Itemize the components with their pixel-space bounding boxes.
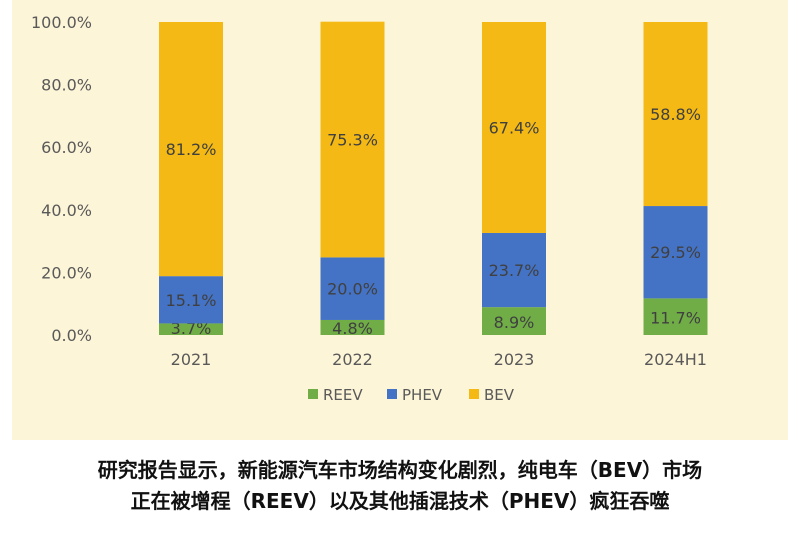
- legend-label-phev: PHEV: [402, 386, 443, 404]
- legend-swatch-reev: [308, 389, 318, 399]
- legend-label-bev: BEV: [484, 386, 515, 404]
- y-tick-label: 20.0%: [41, 263, 92, 282]
- data-label-bev-2023: 67.4%: [489, 118, 540, 137]
- bar-segment-phev-2024h1: [643, 206, 708, 299]
- bar-segment-reev-2023: [482, 307, 546, 335]
- data-label-reev-2024h1: 11.7%: [650, 309, 701, 328]
- legend: REEV PHEV BEV: [308, 386, 515, 404]
- bar-segment-phev-2021: [159, 276, 223, 324]
- stacked-bar-chart: 0.0% 20.0% 40.0% 60.0% 80.0% 100.0% 3.7% 15.1%…: [31, 13, 708, 404]
- x-tick-label: 2023: [494, 350, 535, 369]
- x-tick-label: 2022: [332, 350, 373, 369]
- x-tick-label: 2021: [171, 350, 212, 369]
- data-label-bev-2022: 75.3%: [327, 131, 378, 150]
- legend-swatch-bev: [469, 389, 479, 399]
- bar-segment-bev-2023: [482, 22, 546, 233]
- y-tick-label: 60.0%: [41, 138, 92, 157]
- legend-label-reev: REEV: [323, 386, 363, 404]
- caption-line-2: 正在被增程（REEV）以及其他插混技术（PHEV）疯狂吞噬: [130, 489, 670, 513]
- data-label-bev-2021: 81.2%: [166, 140, 217, 159]
- legend-swatch-phev: [387, 389, 397, 399]
- bar-segment-reev-2022: [320, 319, 385, 335]
- bars: 3.7% 15.1% 81.2% 4.8% 20.0% 75.3% 8.9% 23.7% 67.…: [159, 21, 708, 338]
- data-label-phev-2022: 20.0%: [327, 280, 378, 299]
- caption-line-1: 研究报告显示，新能源汽车市场结构变化剧烈，纯电车（BEV）市场: [97, 458, 703, 482]
- y-tick-label: 40.0%: [41, 201, 92, 220]
- bar-segment-bev-2021: [159, 22, 223, 277]
- bar-segment-bev-2024h1: [643, 22, 708, 207]
- data-label-phev-2024h1: 29.5%: [650, 243, 701, 262]
- chart-panel: 0.0% 20.0% 40.0% 60.0% 80.0% 100.0% 3.7% 15.1%…: [12, 0, 788, 440]
- x-tick-label: 2024H1: [644, 350, 707, 369]
- caption: 研究报告显示，新能源汽车市场结构变化剧烈，纯电车（BEV）市场 正在被增程（RE…: [0, 455, 800, 517]
- data-label-phev-2021: 15.1%: [166, 291, 217, 310]
- y-tick-label: 100.0%: [31, 13, 92, 32]
- data-label-reev-2023: 8.9%: [494, 313, 535, 332]
- bar-segment-reev-2024h1: [643, 298, 708, 335]
- bar-segment-reev-2021: [159, 323, 223, 335]
- bar-segment-bev-2022: [320, 21, 385, 258]
- y-tick-label: 80.0%: [41, 76, 92, 95]
- y-tick-label: 0.0%: [51, 326, 92, 345]
- data-label-reev-2022: 4.8%: [332, 319, 373, 338]
- bar-segment-phev-2023: [482, 232, 546, 308]
- bar-segment-phev-2022: [320, 257, 385, 320]
- x-axis: 2021 2022 2023 2024H1: [171, 350, 707, 369]
- y-axis: 0.0% 20.0% 40.0% 60.0% 80.0% 100.0%: [31, 13, 92, 345]
- data-label-bev-2024h1: 58.8%: [650, 105, 701, 124]
- data-label-reev-2021: 3.7%: [171, 319, 212, 338]
- data-label-phev-2023: 23.7%: [489, 261, 540, 280]
